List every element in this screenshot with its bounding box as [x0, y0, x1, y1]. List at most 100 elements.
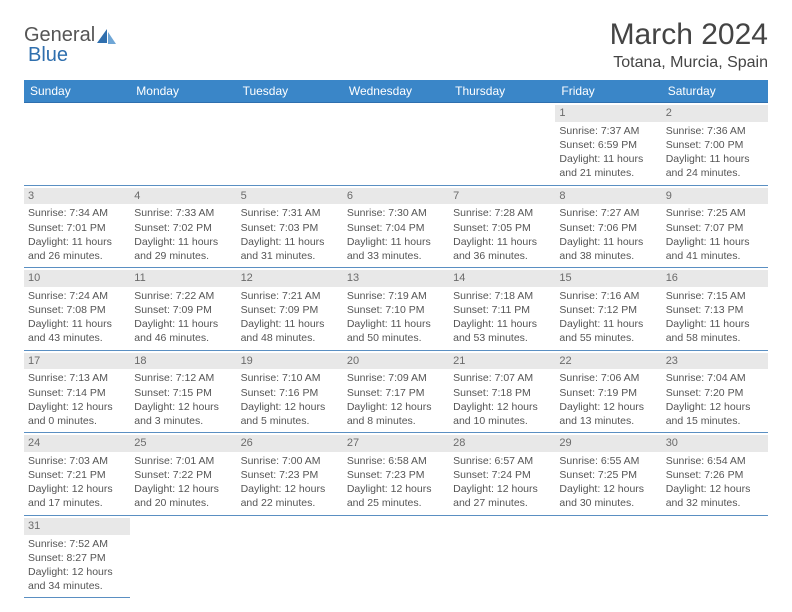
sunset-text: Sunset: 7:06 PM — [559, 221, 657, 235]
sunset-text: Sunset: 7:03 PM — [241, 221, 339, 235]
daylight-text: and 53 minutes. — [453, 331, 551, 345]
calendar-week-row: 10Sunrise: 7:24 AMSunset: 7:08 PMDayligh… — [24, 268, 768, 351]
sunset-text: Sunset: 7:15 PM — [134, 386, 232, 400]
sunrise-text: Sunrise: 7:36 AM — [666, 124, 764, 138]
weekday-header: Friday — [555, 80, 661, 103]
sunrise-text: Sunrise: 7:16 AM — [559, 289, 657, 303]
calendar-day-cell — [24, 103, 130, 186]
sunset-text: Sunset: 7:17 PM — [347, 386, 445, 400]
sunset-text: Sunset: 7:19 PM — [559, 386, 657, 400]
sunrise-text: Sunrise: 7:10 AM — [241, 371, 339, 385]
sunset-text: Sunset: 7:09 PM — [134, 303, 232, 317]
calendar-day-cell: 8Sunrise: 7:27 AMSunset: 7:06 PMDaylight… — [555, 185, 661, 268]
calendar-day-cell: 24Sunrise: 7:03 AMSunset: 7:21 PMDayligh… — [24, 433, 130, 516]
daylight-text: Daylight: 11 hours — [241, 317, 339, 331]
daylight-text: Daylight: 11 hours — [28, 235, 126, 249]
sunset-text: Sunset: 7:00 PM — [666, 138, 764, 152]
sunset-text: Sunset: 7:05 PM — [453, 221, 551, 235]
daylight-text: and 25 minutes. — [347, 496, 445, 510]
day-number: 22 — [555, 353, 661, 370]
daylight-text: Daylight: 12 hours — [666, 400, 764, 414]
logo-triangle-icon — [97, 29, 107, 43]
sunrise-text: Sunrise: 7:03 AM — [28, 454, 126, 468]
calendar-day-cell: 25Sunrise: 7:01 AMSunset: 7:22 PMDayligh… — [130, 433, 236, 516]
sunrise-text: Sunrise: 7:07 AM — [453, 371, 551, 385]
title-block: March 2024 Totana, Murcia, Spain — [610, 18, 768, 72]
daylight-text: Daylight: 12 hours — [134, 482, 232, 496]
sunset-text: Sunset: 7:14 PM — [28, 386, 126, 400]
weekday-header: Wednesday — [343, 80, 449, 103]
day-number: 2 — [662, 105, 768, 122]
daylight-text: and 8 minutes. — [347, 414, 445, 428]
sunrise-text: Sunrise: 7:31 AM — [241, 206, 339, 220]
calendar-day-cell: 12Sunrise: 7:21 AMSunset: 7:09 PMDayligh… — [237, 268, 343, 351]
daylight-text: and 38 minutes. — [559, 249, 657, 263]
calendar-day-cell: 15Sunrise: 7:16 AMSunset: 7:12 PMDayligh… — [555, 268, 661, 351]
calendar-day-cell: 22Sunrise: 7:06 AMSunset: 7:19 PMDayligh… — [555, 350, 661, 433]
day-number: 11 — [130, 270, 236, 287]
sunset-text: Sunset: 7:07 PM — [666, 221, 764, 235]
calendar-day-cell: 18Sunrise: 7:12 AMSunset: 7:15 PMDayligh… — [130, 350, 236, 433]
sunset-text: Sunset: 6:59 PM — [559, 138, 657, 152]
calendar-day-cell: 31Sunrise: 7:52 AMSunset: 8:27 PMDayligh… — [24, 515, 130, 598]
calendar-day-cell: 10Sunrise: 7:24 AMSunset: 7:08 PMDayligh… — [24, 268, 130, 351]
calendar-body: 1Sunrise: 7:37 AMSunset: 6:59 PMDaylight… — [24, 103, 768, 598]
sunset-text: Sunset: 7:10 PM — [347, 303, 445, 317]
daylight-text: and 20 minutes. — [134, 496, 232, 510]
calendar-day-cell: 23Sunrise: 7:04 AMSunset: 7:20 PMDayligh… — [662, 350, 768, 433]
day-number: 30 — [662, 435, 768, 452]
sunrise-text: Sunrise: 7:25 AM — [666, 206, 764, 220]
sunrise-text: Sunrise: 7:00 AM — [241, 454, 339, 468]
calendar-day-cell — [237, 515, 343, 598]
daylight-text: Daylight: 12 hours — [559, 400, 657, 414]
daylight-text: and 21 minutes. — [559, 166, 657, 180]
daylight-text: Daylight: 12 hours — [453, 482, 551, 496]
daylight-text: and 32 minutes. — [666, 496, 764, 510]
sunrise-text: Sunrise: 7:27 AM — [559, 206, 657, 220]
daylight-text: and 15 minutes. — [666, 414, 764, 428]
daylight-text: Daylight: 12 hours — [347, 400, 445, 414]
daylight-text: and 13 minutes. — [559, 414, 657, 428]
day-number: 23 — [662, 353, 768, 370]
calendar-week-row: 24Sunrise: 7:03 AMSunset: 7:21 PMDayligh… — [24, 433, 768, 516]
daylight-text: and 22 minutes. — [241, 496, 339, 510]
day-number: 17 — [24, 353, 130, 370]
sunrise-text: Sunrise: 7:13 AM — [28, 371, 126, 385]
sunset-text: Sunset: 7:08 PM — [28, 303, 126, 317]
day-number: 31 — [24, 518, 130, 535]
calendar-day-cell: 3Sunrise: 7:34 AMSunset: 7:01 PMDaylight… — [24, 185, 130, 268]
weekday-header: Tuesday — [237, 80, 343, 103]
calendar-day-cell: 7Sunrise: 7:28 AMSunset: 7:05 PMDaylight… — [449, 185, 555, 268]
calendar-day-cell: 28Sunrise: 6:57 AMSunset: 7:24 PMDayligh… — [449, 433, 555, 516]
sunset-text: Sunset: 7:02 PM — [134, 221, 232, 235]
daylight-text: and 24 minutes. — [666, 166, 764, 180]
day-number: 9 — [662, 188, 768, 205]
daylight-text: and 46 minutes. — [134, 331, 232, 345]
sunset-text: Sunset: 8:27 PM — [28, 551, 126, 565]
calendar-week-row: 17Sunrise: 7:13 AMSunset: 7:14 PM Dayligh… — [24, 350, 768, 433]
daylight-text: Daylight: 11 hours — [134, 317, 232, 331]
calendar-day-cell — [662, 515, 768, 598]
daylight-text: Daylight: 11 hours — [453, 317, 551, 331]
daylight-text: and 0 minutes. — [28, 414, 126, 428]
daylight-text: and 29 minutes. — [134, 249, 232, 263]
calendar-day-cell: 27Sunrise: 6:58 AMSunset: 7:23 PMDayligh… — [343, 433, 449, 516]
calendar-day-cell: 17Sunrise: 7:13 AMSunset: 7:14 PMDayligh… — [24, 350, 130, 433]
sunrise-text: Sunrise: 7:18 AM — [453, 289, 551, 303]
sunset-text: Sunset: 7:23 PM — [241, 468, 339, 482]
daylight-text: and 34 minutes. — [28, 579, 126, 593]
day-number: 13 — [343, 270, 449, 287]
calendar-day-cell: 20Sunrise: 7:09 AMSunset: 7:17 PMDayligh… — [343, 350, 449, 433]
sunset-text: Sunset: 7:23 PM — [347, 468, 445, 482]
sunset-text: Sunset: 7:09 PM — [241, 303, 339, 317]
calendar-day-cell: 19Sunrise: 7:10 AMSunset: 7:16 PMDayligh… — [237, 350, 343, 433]
day-number: 3 — [24, 188, 130, 205]
sunrise-text: Sunrise: 6:57 AM — [453, 454, 551, 468]
daylight-text: Daylight: 12 hours — [28, 565, 126, 579]
daylight-text: Daylight: 11 hours — [666, 317, 764, 331]
sunrise-text: Sunrise: 7:28 AM — [453, 206, 551, 220]
calendar-day-cell: 29Sunrise: 6:55 AMSunset: 7:25 PMDayligh… — [555, 433, 661, 516]
daylight-text: and 43 minutes. — [28, 331, 126, 345]
sunrise-text: Sunrise: 6:54 AM — [666, 454, 764, 468]
sunset-text: Sunset: 7:18 PM — [453, 386, 551, 400]
